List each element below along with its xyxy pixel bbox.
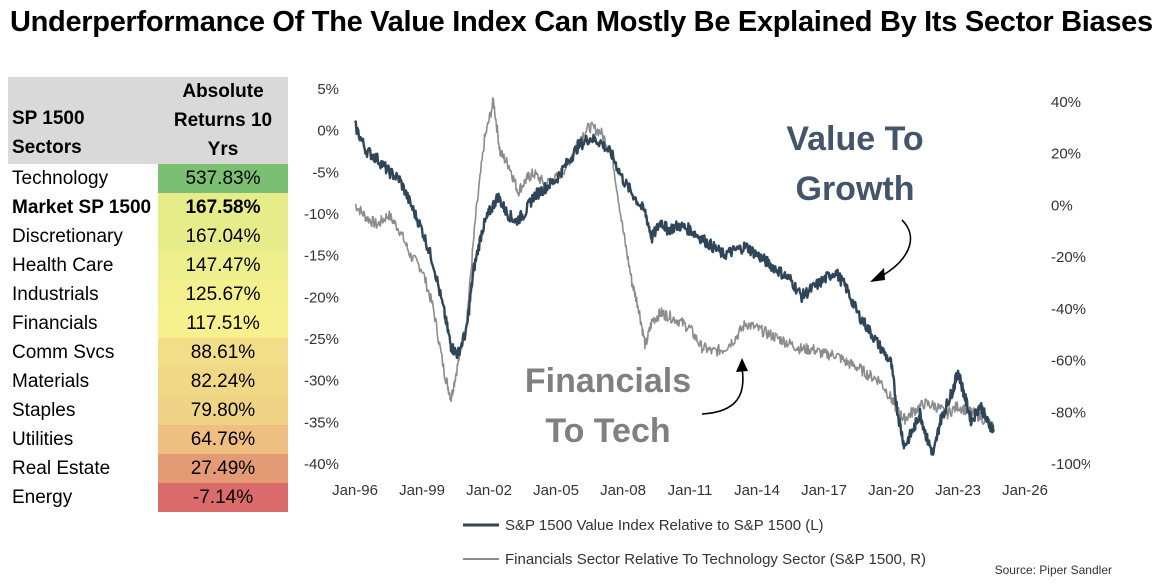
- sector-return-value: 167.04%: [158, 222, 288, 251]
- y-left-tick-label: 5%: [317, 81, 339, 98]
- annotation-arrow: [877, 219, 912, 279]
- sector-name: Energy: [8, 483, 158, 512]
- x-tick-label: Jan-23: [935, 482, 981, 499]
- y-right-tick-label: 20%: [1051, 146, 1081, 163]
- x-tick-label: Jan-17: [801, 482, 847, 499]
- table-row: Comm Svcs 88.61%: [8, 338, 288, 367]
- sector-name: Health Care: [8, 251, 158, 280]
- sector-return-value: 79.80%: [158, 396, 288, 425]
- sector-return-value: 64.76%: [158, 425, 288, 454]
- y-right-tick-label: -20%: [1051, 249, 1086, 266]
- sector-return-value: 27.49%: [158, 454, 288, 483]
- annotation-arrowhead: [736, 358, 748, 372]
- sector-return-value: 147.47%: [158, 251, 288, 280]
- y-left-tick-label: -30%: [304, 373, 339, 390]
- table-header-returns: Absolute Returns 10 Yrs: [158, 77, 288, 164]
- sector-name: Staples: [8, 396, 158, 425]
- annotation-arrowhead: [870, 268, 885, 282]
- y-right-tick-label: -60%: [1051, 353, 1086, 370]
- sector-return-value: 88.61%: [158, 338, 288, 367]
- sector-name: Materials: [8, 367, 158, 396]
- y-left-tick-label: -40%: [304, 456, 339, 473]
- sector-name: Discretionary: [8, 222, 158, 251]
- sector-name: Real Estate: [8, 454, 158, 483]
- table-row: Real Estate 27.49%: [8, 454, 288, 483]
- x-tick-label: Jan-05: [533, 482, 579, 499]
- sector-return-value: 125.67%: [158, 280, 288, 309]
- y-right-tick-label: -80%: [1051, 404, 1086, 421]
- annotation-text: Growth: [796, 170, 915, 208]
- y-right-tick-label: -100%: [1051, 456, 1090, 473]
- legend-label: Financials Sector Relative To Technology…: [505, 551, 926, 568]
- table-row: Staples 79.80%: [8, 396, 288, 425]
- y-left-tick-label: -10%: [304, 206, 339, 223]
- table-header-sectors: SP 1500 Sectors: [8, 77, 158, 164]
- y-right-tick-label: 40%: [1051, 94, 1081, 111]
- x-tick-label: Jan-14: [734, 482, 780, 499]
- y-right-tick-label: 0%: [1051, 197, 1073, 214]
- sector-name: Technology: [8, 164, 158, 193]
- sector-returns-table: SP 1500 Sectors Absolute Returns 10 Yrs …: [8, 77, 288, 512]
- table-header-returns-line-2: Returns 10: [173, 110, 273, 131]
- y-left-tick-label: -20%: [304, 289, 339, 306]
- table-header-returns-line-1: Absolute: [182, 81, 264, 102]
- sector-name: Utilities: [8, 425, 158, 454]
- annotation-text: Value To: [786, 120, 923, 158]
- table-row: Materials 82.24%: [8, 367, 288, 396]
- table-row: Energy -7.14%: [8, 483, 288, 512]
- sector-return-value: -7.14%: [158, 483, 288, 512]
- table-row: Financials 117.51%: [8, 309, 288, 338]
- x-tick-label: Jan-20: [868, 482, 914, 499]
- x-tick-label: Jan-11: [668, 482, 713, 499]
- x-tick-label: Jan-26: [1002, 482, 1048, 499]
- series-line-value-index: [353, 119, 995, 456]
- legend-label: S&P 1500 Value Index Relative to S&P 150…: [505, 517, 824, 534]
- sector-name: Market SP 1500: [8, 193, 158, 222]
- sector-name: Financials: [8, 309, 158, 338]
- table-row: Discretionary 167.04%: [8, 222, 288, 251]
- sector-return-value: 82.24%: [158, 367, 288, 396]
- y-left-tick-label: -25%: [304, 331, 339, 348]
- sector-name: Industrials: [8, 280, 158, 309]
- y-left-tick-label: -35%: [304, 414, 339, 431]
- table-header-returns-line-3: Yrs: [207, 139, 239, 160]
- x-tick-label: Jan-96: [332, 482, 378, 499]
- table-row: Health Care 147.47%: [8, 251, 288, 280]
- y-left-tick-label: -15%: [304, 248, 339, 265]
- x-tick-label: Jan-02: [466, 482, 512, 499]
- source-note: Source: Piper Sandler: [994, 563, 1112, 577]
- sector-return-value: 537.83%: [158, 164, 288, 193]
- sector-name: Comm Svcs: [8, 338, 158, 367]
- annotation-arrow: [701, 367, 744, 415]
- table-row: Market SP 1500 167.58%: [8, 193, 288, 222]
- value-relative-line-chart: 5% 0% -5% -10% -15% -20% -25% -30% -35% -40% 40% 20…: [304, 81, 1090, 499]
- sector-return-value: 167.58%: [158, 193, 288, 222]
- y-left-tick-label: -5%: [312, 164, 339, 181]
- x-tick-label: Jan-08: [600, 482, 646, 499]
- table-row: Industrials 125.67%: [8, 280, 288, 309]
- chart-legend: S&P 1500 Value Index Relative to S&P 150…: [463, 517, 926, 568]
- y-right-tick-label: -40%: [1051, 301, 1086, 318]
- sector-return-value: 117.51%: [158, 309, 288, 338]
- table-row: Technology 537.83%: [8, 164, 288, 193]
- y-left-tick-label: 0%: [317, 123, 339, 140]
- annotation-text: Financials: [525, 362, 691, 400]
- x-tick-label: Jan-99: [399, 482, 445, 499]
- annotation-text: To Tech: [545, 412, 670, 450]
- table-row: Utilities 64.76%: [8, 425, 288, 454]
- page-title: Underperformance Of The Value Index Can …: [10, 6, 1153, 38]
